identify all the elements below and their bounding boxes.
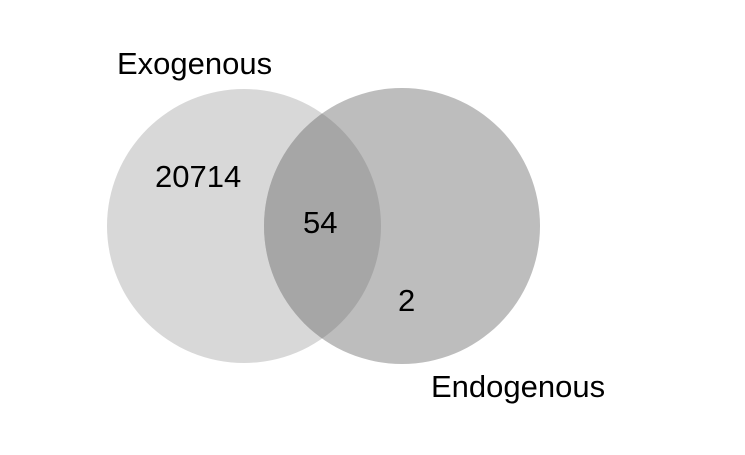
exogenous-label: Exogenous	[117, 46, 272, 81]
intersection-count: 54	[303, 205, 337, 240]
endogenous-only-count: 2	[398, 283, 415, 318]
exogenous-only-count: 20714	[155, 159, 241, 194]
endogenous-label: Endogenous	[431, 369, 605, 404]
intersection-region	[264, 89, 381, 363]
